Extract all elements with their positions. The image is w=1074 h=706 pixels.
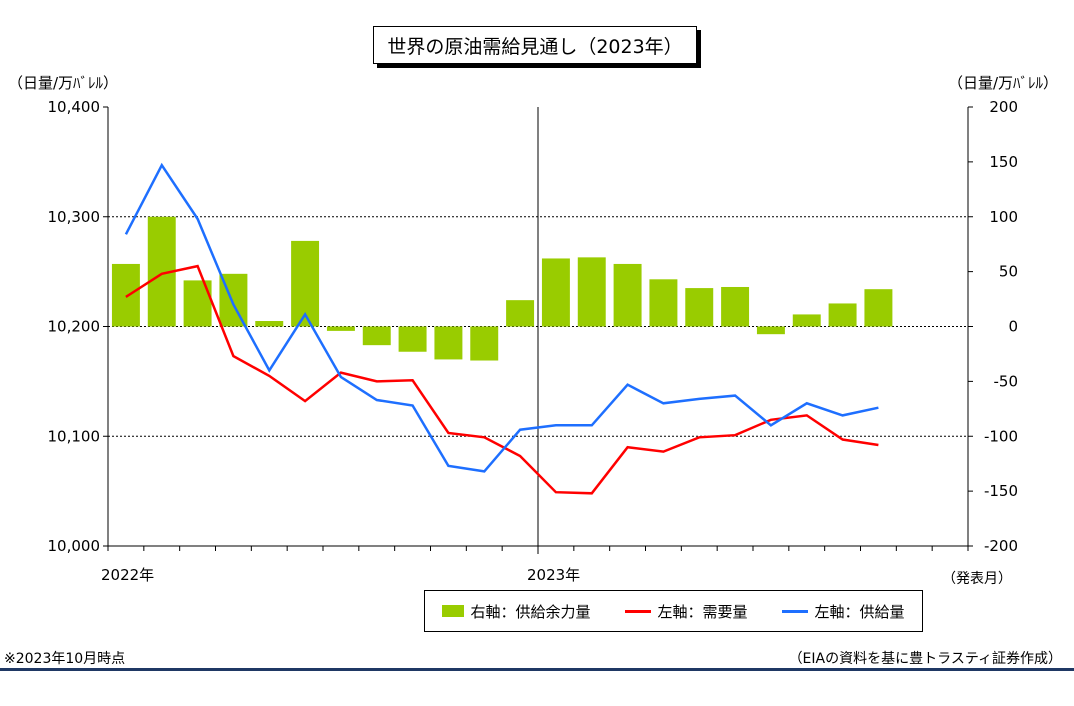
- left-axis-unit: （日量/万ﾊﾞﾚﾙ）: [8, 74, 119, 92]
- legend-item-demand: 左軸：需要量: [625, 601, 748, 622]
- supply-capacity-bar: [577, 257, 606, 327]
- right-tick-label: -50: [994, 372, 1019, 390]
- footnote-source: （EIAの資料を基に豊トラスティ証券作成）: [788, 651, 1062, 667]
- supply-capacity-bar: [756, 326, 785, 335]
- supply-line: [124, 162, 879, 473]
- left-tick-label: 10,100: [48, 427, 101, 445]
- right-tick-label: 200: [989, 98, 1018, 116]
- left-tick-label: 10,000: [48, 537, 101, 555]
- right-tick-label: 100: [989, 208, 1018, 226]
- supply-capacity-bar: [470, 326, 499, 361]
- legend-swatch-demand: [625, 609, 652, 613]
- right-tick-label: 50: [999, 263, 1018, 281]
- supply-capacity-bar: [828, 303, 857, 327]
- footnote-date: ※2023年10月時点: [4, 651, 126, 667]
- supply-capacity-bar: [506, 300, 535, 327]
- supply-capacity-bar: [685, 288, 714, 327]
- legend-label-supply-capacity: 右軸：供給余力量: [470, 602, 591, 621]
- right-axis-unit: （日量/万ﾊﾞﾚﾙ）: [948, 74, 1059, 92]
- bottom-rule: [0, 668, 1074, 671]
- right-tick-label: -100: [984, 427, 1018, 445]
- left-tick-label: 10,300: [48, 208, 101, 226]
- supply-capacity-bar: [255, 321, 284, 327]
- supply-capacity-bar: [362, 326, 391, 346]
- demand-line: [125, 264, 879, 495]
- legend-swatch-supply: [782, 609, 809, 613]
- supply-capacity-bar: [721, 286, 750, 327]
- right-tick-label: -200: [984, 537, 1018, 555]
- legend: 右軸：供給余力量 左軸：需要量 左軸：供給量: [424, 590, 923, 632]
- supply-capacity-bar: [649, 279, 678, 327]
- left-tick-label: 10,400: [48, 98, 101, 116]
- x-label-2023: 2023年: [527, 566, 581, 584]
- supply-capacity-bar: [434, 326, 463, 360]
- legend-item-supply-capacity: 右軸：供給余力量: [442, 601, 591, 622]
- left-tick-label: 10,200: [48, 318, 101, 336]
- x-label-2022: 2022年: [101, 566, 155, 584]
- legend-label-supply: 左軸：供給量: [814, 602, 905, 621]
- x-axis-unit: （発表月）: [942, 571, 1012, 587]
- legend-label-demand: 左軸：需要量: [657, 602, 748, 621]
- supply-capacity-bar: [541, 258, 570, 327]
- right-tick-label: -150: [984, 482, 1018, 500]
- supply-capacity-bar: [398, 326, 427, 352]
- legend-item-supply: 左軸：供給量: [782, 601, 905, 622]
- legend-swatch-bar: [442, 605, 465, 617]
- chart-title: 世界の原油需給見通し（2023年）: [373, 26, 697, 64]
- supply-capacity-bar: [864, 289, 893, 327]
- supply-capacity-bar: [111, 263, 140, 327]
- supply-capacity-bar: [326, 326, 355, 331]
- supply-capacity-bar: [613, 263, 642, 327]
- right-tick-label: 150: [989, 153, 1018, 171]
- supply-capacity-bar: [792, 314, 821, 327]
- right-tick-label: 0: [1008, 318, 1018, 336]
